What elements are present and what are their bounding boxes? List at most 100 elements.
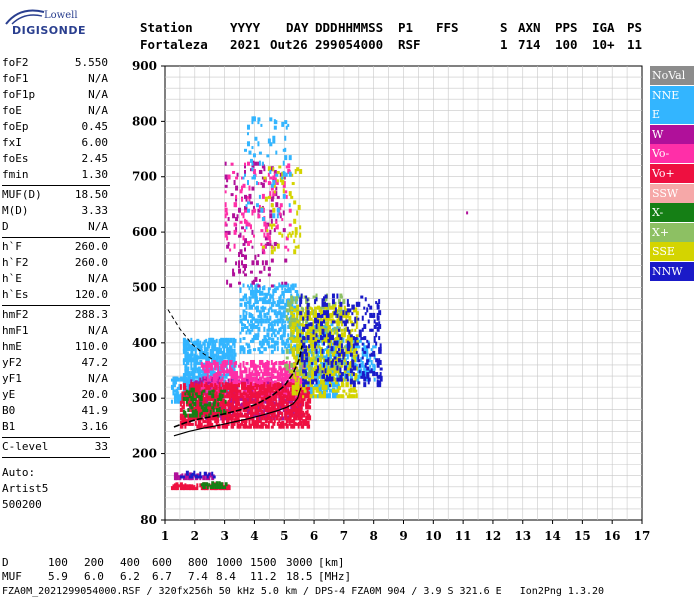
header-field-value: 2021 [230, 37, 261, 52]
echo-point [349, 373, 353, 379]
echo-point [249, 312, 252, 318]
echo-point [273, 361, 276, 365]
param-row: M(D) 3.33 [2, 204, 108, 220]
echo-point [354, 389, 358, 393]
echo-point [221, 385, 224, 390]
param-name: yE [2, 388, 16, 401]
echo-point [226, 414, 230, 418]
echo-point [258, 297, 262, 302]
echo-point [345, 326, 348, 332]
echo-point [342, 395, 345, 399]
echo-point [217, 364, 220, 368]
echo-point [308, 315, 311, 321]
echo-point [267, 372, 271, 377]
echo-point [288, 191, 292, 197]
header-field-label: YYYY [230, 20, 261, 35]
echo-point [179, 393, 182, 399]
echo-point [263, 296, 267, 302]
echo-point [330, 360, 334, 365]
echo-point [194, 410, 198, 415]
echo-point [205, 338, 208, 343]
echo-point [308, 391, 311, 396]
echo-point [276, 207, 280, 213]
echo-point [223, 371, 226, 377]
echo-point [285, 302, 288, 307]
echo-point [287, 410, 290, 415]
echo-point [321, 331, 325, 335]
echo-point [281, 323, 284, 329]
echo-point [305, 345, 308, 349]
echo-point [200, 422, 203, 426]
echo-point [354, 328, 357, 332]
echo-point [218, 343, 221, 349]
echo-point [302, 398, 305, 404]
echo-point [302, 420, 305, 426]
echo-point [182, 398, 185, 404]
echo-point [233, 357, 236, 363]
echo-point [232, 342, 235, 346]
echo-point [246, 398, 249, 404]
echo-point [263, 384, 266, 390]
header-field-value: 100 [555, 37, 578, 52]
echo-point [303, 338, 306, 343]
param-name: B1 [2, 420, 16, 433]
echo-point [270, 284, 274, 288]
echo-point [285, 165, 288, 169]
echo-point [208, 417, 212, 421]
echo-point [294, 398, 298, 404]
echo-point [272, 301, 275, 307]
echo-point [239, 220, 243, 224]
echo-point [367, 342, 370, 346]
echo-point [206, 382, 209, 388]
echo-point [255, 300, 259, 305]
echo-point [334, 357, 338, 363]
echo-point [227, 485, 231, 491]
echo-point [327, 361, 330, 365]
echo-point [224, 207, 228, 213]
echo-point [220, 337, 223, 343]
echo-point [224, 202, 227, 208]
echo-point [244, 366, 247, 371]
echo-point [340, 321, 343, 327]
echo-point [333, 378, 336, 382]
echo-point [217, 384, 220, 388]
echo-point [220, 386, 223, 390]
echo-point [285, 395, 289, 399]
echo-point [252, 208, 256, 213]
echo-point [176, 400, 179, 404]
echo-point [223, 356, 227, 360]
echo-point [293, 423, 296, 429]
echo-point [226, 409, 230, 415]
echo-point [194, 477, 197, 481]
echo-point [200, 409, 203, 413]
echo-point [285, 373, 289, 379]
echo-point [314, 341, 318, 346]
echo-point [260, 314, 263, 318]
echo-point [270, 218, 273, 224]
echo-point [328, 373, 331, 379]
echo-point [236, 172, 239, 177]
echo-point [260, 379, 264, 385]
echo-point [235, 176, 239, 180]
echo-point [181, 484, 184, 488]
echo-point [354, 348, 358, 352]
echo-point [342, 310, 345, 316]
echo-point [296, 311, 300, 316]
echo-point [327, 313, 330, 318]
echo-point [325, 374, 328, 379]
echo-point [217, 369, 220, 374]
echo-point [269, 297, 272, 302]
echo-point [184, 425, 187, 429]
echo-point [300, 341, 303, 346]
echo-point [245, 416, 248, 421]
echo-point [279, 361, 282, 365]
echo-point [182, 415, 185, 421]
echo-point [378, 383, 382, 388]
param-row: foF2 5.550 [2, 56, 108, 72]
echo-point [278, 400, 281, 404]
echo-point [233, 338, 237, 343]
param-name: hmF1 [2, 324, 29, 337]
echo-point [261, 423, 264, 429]
echo-point [241, 373, 244, 379]
echo-point [357, 378, 360, 382]
